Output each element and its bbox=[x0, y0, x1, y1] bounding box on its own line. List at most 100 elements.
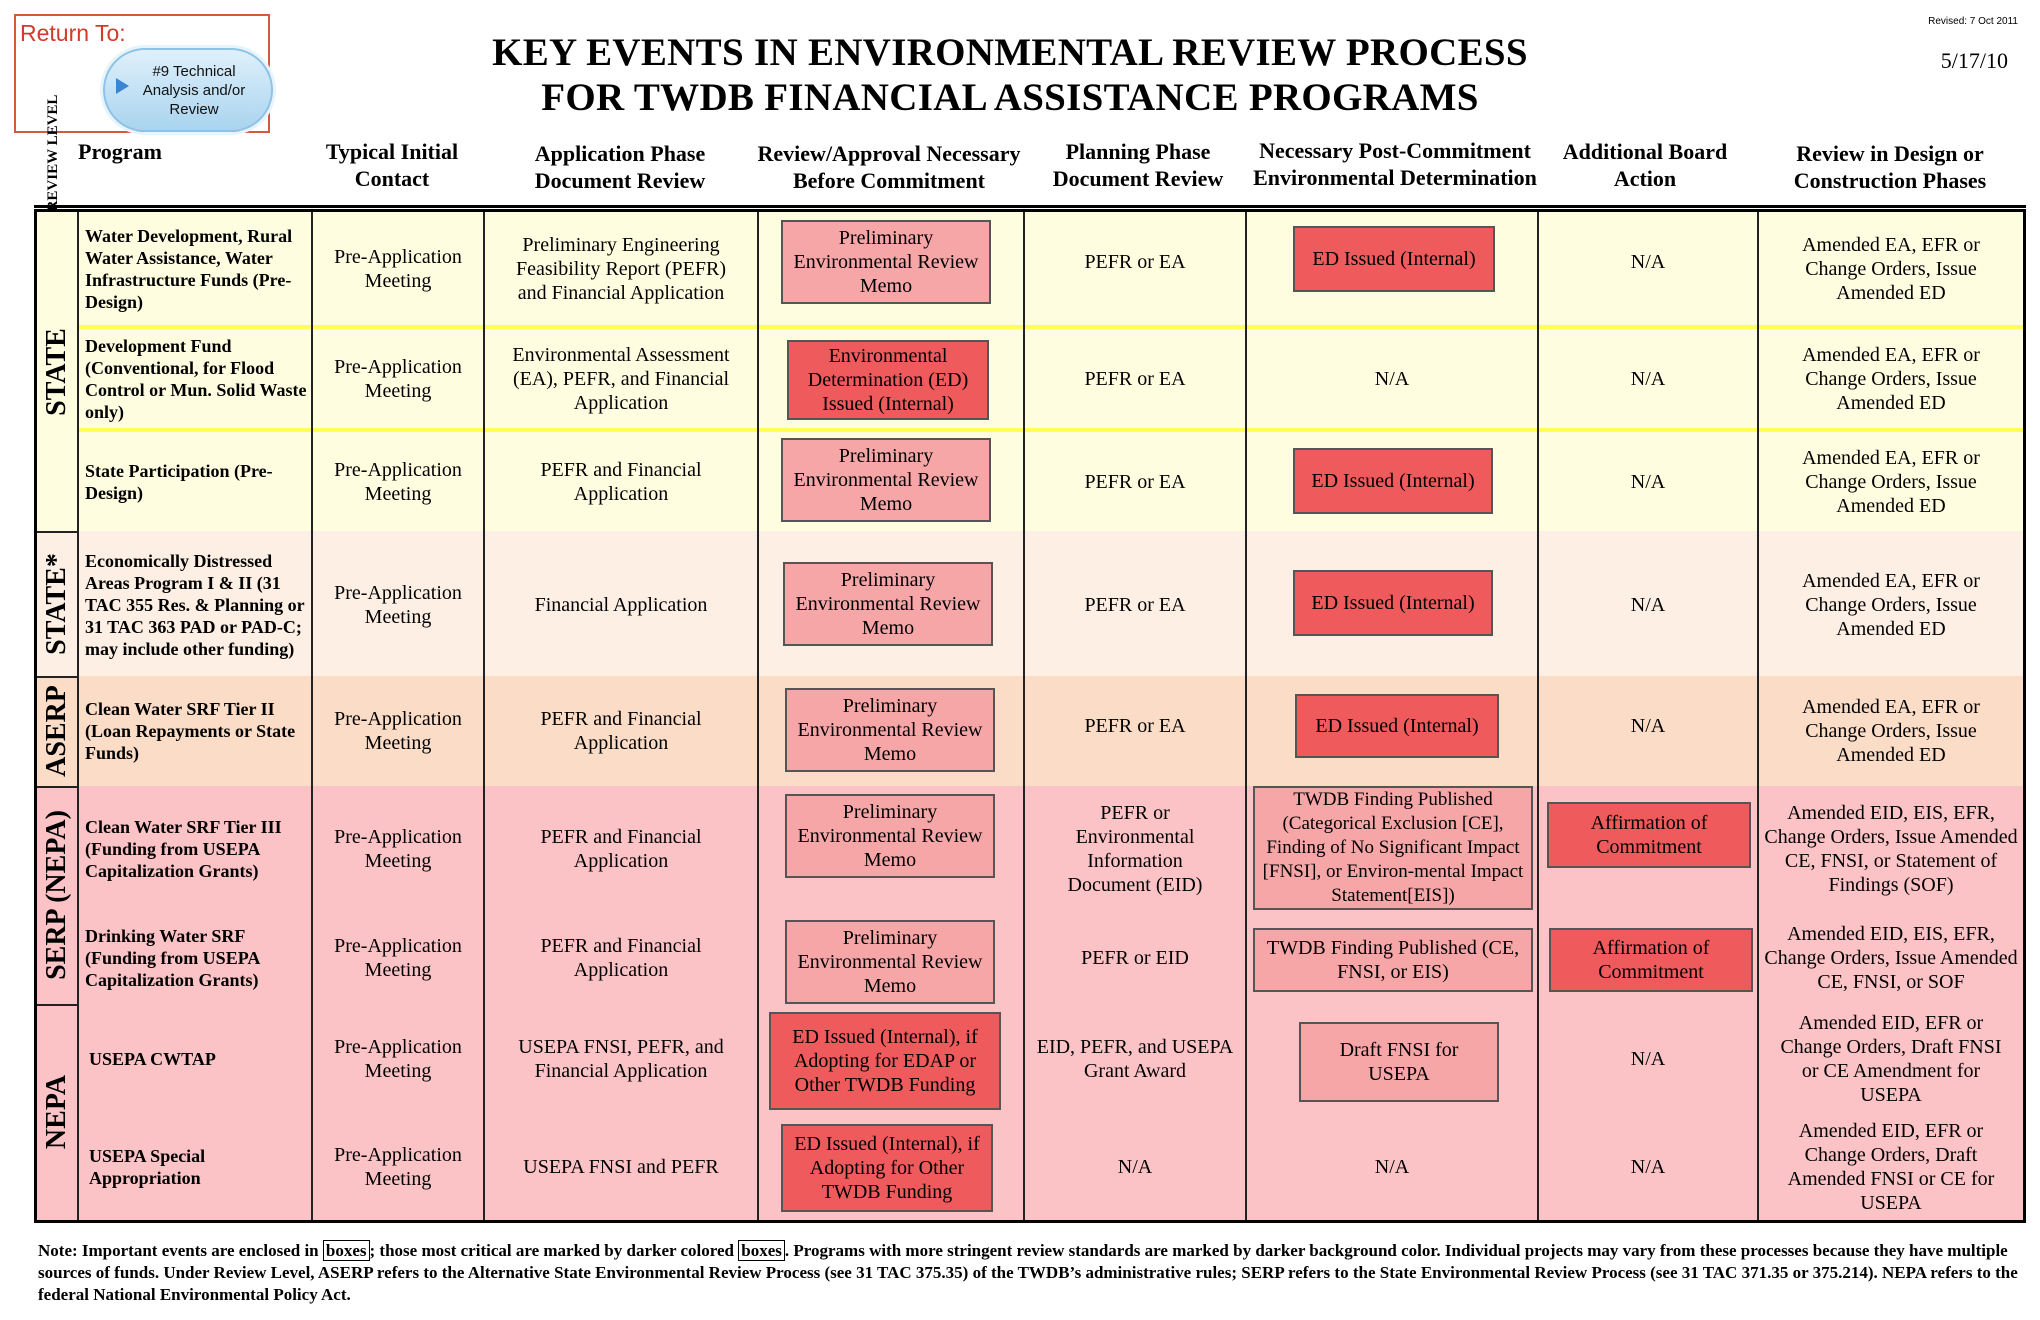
design-cell: Amended EID, EFR or Change Orders, Draft… bbox=[1787, 1120, 1995, 1214]
board-action-box: Affirmation of Commitment bbox=[1549, 928, 1753, 992]
planning-cell: PEFR or EA bbox=[1084, 593, 1186, 616]
header-app-phase: Application Phase Document Review bbox=[534, 141, 706, 193]
program-cell: Water Development, Rural Water Assistanc… bbox=[85, 225, 293, 312]
process-table: STATE STATE* ASERP SERP (NEPA) NEPA Wate… bbox=[34, 209, 2026, 1223]
review-box: Preliminary Environmental Review Memo bbox=[785, 688, 995, 772]
column-divider bbox=[311, 212, 313, 1220]
board-cell: N/A bbox=[1630, 715, 1666, 737]
review-box: Preliminary Environmental Review Memo bbox=[781, 438, 991, 522]
board-cell: N/A bbox=[1630, 251, 1666, 273]
level-serp-nepa: SERP (NEPA) bbox=[41, 810, 73, 980]
note-text: Note: Important events are enclosed in bbox=[38, 1241, 323, 1260]
app-phase-cell: USEPA FNSI, PEFR, and Financial Applicat… bbox=[518, 1036, 724, 1082]
note-text: ; those most critical are marked by dark… bbox=[369, 1241, 739, 1260]
header-initial-contact: Typical Initial Contact bbox=[325, 139, 459, 191]
level-aserp: ASERP bbox=[41, 685, 73, 777]
return-link-label: #9 Technical Analysis and/or Review bbox=[142, 62, 246, 118]
note-box-word: boxes bbox=[322, 1240, 370, 1261]
contact-cell: Pre-Application Meeting bbox=[334, 826, 462, 872]
review-box: Preliminary Environmental Review Memo bbox=[785, 794, 995, 878]
app-phase-cell: Preliminary Engineering Feasibility Repo… bbox=[516, 233, 726, 304]
level-divider bbox=[37, 1004, 77, 1006]
post-commitment-box: TWDB Finding Published (Categorical Excl… bbox=[1253, 786, 1533, 910]
post-commitment-box: ED Issued (Internal) bbox=[1295, 694, 1499, 758]
column-divider bbox=[1245, 212, 1247, 1220]
column-divider bbox=[1537, 212, 1539, 1220]
contact-cell: Pre-Application Meeting bbox=[334, 355, 462, 402]
return-link-button[interactable]: #9 Technical Analysis and/or Review bbox=[103, 48, 273, 132]
design-cell: Amended EA, EFR or Change Orders, Issue … bbox=[1802, 569, 1980, 640]
board-cell: N/A bbox=[1630, 470, 1666, 493]
contact-cell: Pre-Application Meeting bbox=[334, 1144, 462, 1190]
review-box: ED Issued (Internal), if Adopting for Ot… bbox=[781, 1124, 993, 1212]
board-cell: N/A bbox=[1630, 367, 1666, 390]
program-cell: Clean Water SRF Tier II (Loan Repayments… bbox=[85, 699, 296, 763]
design-cell: Amended EA, EFR or Change Orders, Issue … bbox=[1802, 446, 1980, 517]
column-divider bbox=[1023, 212, 1025, 1220]
contact-cell: Pre-Application Meeting bbox=[334, 245, 462, 292]
app-phase-cell: Financial Application bbox=[534, 593, 708, 616]
header-post-commitment: Necessary Post-Commitment Environmental … bbox=[1253, 138, 1537, 190]
design-cell: Amended EA, EFR or Change Orders, Issue … bbox=[1802, 343, 1980, 414]
planning-cell: PEFR or Environmental Information Docume… bbox=[1067, 802, 1203, 896]
board-cell: N/A bbox=[1630, 1156, 1666, 1178]
planning-cell: EID, PEFR, and USEPA Grant Award bbox=[1036, 1036, 1234, 1082]
review-box: Preliminary Environmental Review Memo bbox=[781, 220, 991, 304]
app-phase-cell: USEPA FNSI and PEFR bbox=[523, 1156, 719, 1178]
post-commitment-box: ED Issued (Internal) bbox=[1293, 226, 1495, 292]
program-cell: Economically Distressed Areas Program I … bbox=[85, 550, 305, 659]
contact-cell: Pre-Application Meeting bbox=[334, 708, 462, 754]
program-cell: USEPA CWTAP bbox=[89, 1049, 216, 1069]
footnote: Note: Important events are enclosed in b… bbox=[38, 1240, 2018, 1306]
program-cell: USEPA Special Appropriation bbox=[89, 1146, 206, 1188]
row-band-state-star bbox=[37, 531, 2023, 676]
header-review-approval: Review/Approval Necessary Before Commitm… bbox=[757, 141, 1021, 193]
level-divider bbox=[37, 786, 77, 788]
level-state-star: STATE* bbox=[41, 552, 73, 655]
app-phase-cell: PEFR and Financial Application bbox=[540, 826, 702, 872]
design-cell: Amended EA, EFR or Change Orders, Issue … bbox=[1802, 233, 1980, 304]
board-cell: N/A bbox=[1630, 593, 1666, 616]
play-icon bbox=[116, 78, 129, 94]
post-commitment-box: ED Issued (Internal) bbox=[1293, 570, 1493, 636]
document-date: 5/17/10 bbox=[1940, 48, 2008, 73]
level-state: STATE bbox=[41, 327, 73, 416]
design-cell: Amended EID, EFR or Change Orders, Draft… bbox=[1780, 1012, 2002, 1106]
board-cell: N/A bbox=[1630, 1048, 1666, 1070]
column-divider bbox=[77, 212, 79, 1220]
board-action-box: Affirmation of Commitment bbox=[1547, 802, 1751, 868]
row-band-aserp bbox=[37, 676, 2023, 786]
design-cell: Amended EA, EFR or Change Orders, Issue … bbox=[1802, 696, 1980, 766]
header-divider bbox=[34, 205, 2026, 208]
header-design: Review in Design or Construction Phases bbox=[1793, 141, 1987, 193]
column-divider bbox=[1757, 212, 1759, 1220]
page-title: KEY EVENTS IN ENVIRONMENTAL REVIEW PROCE… bbox=[300, 30, 1720, 120]
post-commitment-cell: N/A bbox=[1374, 367, 1410, 390]
row-divider bbox=[77, 428, 2023, 432]
app-phase-cell: Environmental Assessment (EA), PEFR, and… bbox=[512, 343, 730, 414]
header-program: Program bbox=[78, 139, 162, 164]
program-cell: State Participation (Pre-Design) bbox=[85, 460, 273, 503]
program-cell: Development Fund (Conventional, for Floo… bbox=[85, 335, 307, 422]
contact-cell: Pre-Application Meeting bbox=[334, 1036, 462, 1082]
level-divider bbox=[37, 676, 77, 678]
review-box: Preliminary Environmental Review Memo bbox=[785, 920, 995, 1004]
design-cell: Amended EID, EIS, EFR, Change Orders, Is… bbox=[1764, 923, 2018, 993]
post-commitment-cell: N/A bbox=[1374, 1156, 1410, 1178]
app-phase-cell: PEFR and Financial Application bbox=[540, 935, 702, 981]
contact-cell: Pre-Application Meeting bbox=[334, 581, 462, 628]
row-band-state bbox=[37, 212, 2023, 531]
title-line-2: FOR TWDB FINANCIAL ASSISTANCE PROGRAMS bbox=[541, 76, 1479, 119]
header-board-action: Additional Board Action bbox=[1562, 139, 1728, 191]
planning-cell: N/A bbox=[1117, 1156, 1153, 1178]
revised-date: Revised: 7 Oct 2011 bbox=[1928, 16, 2018, 27]
header-planning: Planning Phase Document Review bbox=[1052, 139, 1224, 191]
column-divider bbox=[757, 212, 759, 1220]
review-box: Preliminary Environmental Review Memo bbox=[783, 562, 993, 646]
planning-cell: PEFR or EA bbox=[1084, 251, 1186, 273]
review-box: ED Issued (Internal), if Adopting for ED… bbox=[769, 1012, 1001, 1110]
post-commitment-box: ED Issued (Internal) bbox=[1293, 448, 1493, 514]
contact-cell: Pre-Application Meeting bbox=[334, 458, 462, 505]
app-phase-cell: PEFR and Financial Application bbox=[540, 708, 702, 754]
level-nepa: NEPA bbox=[41, 1074, 72, 1150]
